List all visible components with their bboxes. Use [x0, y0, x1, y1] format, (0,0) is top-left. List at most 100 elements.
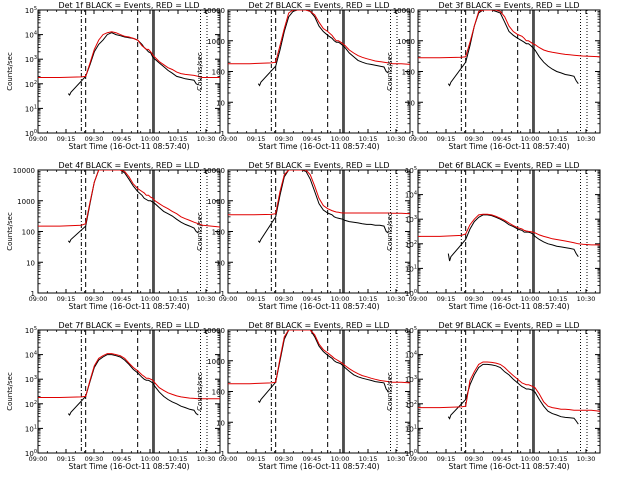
- series-line-events: [67, 170, 199, 244]
- x-axis-label: Start Time (16-Oct-11 08:57:40): [258, 302, 379, 311]
- x-tick-label: 10:15: [359, 295, 378, 303]
- series-line-events: [67, 354, 199, 416]
- y-tick-label: 1000: [17, 198, 35, 206]
- chart-title: Det 5f BLACK = Events, RED = LLD: [248, 161, 389, 170]
- series-line-events: [447, 363, 579, 425]
- y-tick-label: 102: [405, 240, 417, 249]
- x-axis-label: Start Time (16-Oct-11 08:57:40): [258, 142, 379, 151]
- plot-frame: [227, 169, 411, 294]
- chart-title: Det 8f BLACK = Events, RED = LLD: [248, 321, 389, 330]
- x-tick-label: 09:15: [437, 295, 456, 303]
- series-line-lld: [418, 10, 600, 59]
- y-tick-label: 104: [405, 351, 417, 360]
- series-line-lld: [38, 353, 220, 400]
- x-tick-label: 09:45: [303, 135, 322, 143]
- y-tick-label: 101: [405, 264, 417, 273]
- y-tick-label: 103: [405, 375, 417, 384]
- x-tick-label: 10:15: [549, 135, 568, 143]
- x-tick-label: 09:00: [29, 455, 48, 463]
- plot-frame: [227, 329, 411, 454]
- chart-title: Det 2f BLACK = Events, RED = LLD: [248, 1, 389, 10]
- series-line-lld: [228, 170, 410, 216]
- y-tick-label: 1: [221, 130, 225, 138]
- plot-frame: [37, 329, 221, 454]
- chart-panel-9: Det 9f BLACK = Events, RED = LLD Counts/s…: [386, 321, 601, 471]
- x-tick-label: 09:00: [219, 295, 238, 303]
- x-tick-label: 10:00: [141, 295, 160, 303]
- y-tick-label: 102: [25, 400, 37, 409]
- x-tick-label: 10:15: [549, 295, 568, 303]
- x-tick-label: 10:30: [197, 455, 216, 463]
- y-tick-label: 1: [31, 290, 35, 298]
- x-tick-label: 09:15: [57, 455, 76, 463]
- y-tick-label: 100: [402, 69, 415, 77]
- y-tick-label: 100: [405, 289, 417, 298]
- series-line-events: [67, 32, 199, 96]
- series-line-lld: [38, 170, 220, 228]
- x-tick-label: 09:15: [247, 455, 266, 463]
- x-tick-label: 10:15: [549, 455, 568, 463]
- y-axis-label: Counts/sec: [6, 52, 14, 91]
- x-tick-label: 09:15: [57, 135, 76, 143]
- y-axis-label: Counts/sec: [386, 52, 394, 91]
- y-tick-label: 101: [25, 424, 37, 433]
- x-axis-label: Start Time (16-Oct-11 08:57:40): [448, 462, 569, 471]
- x-tick-label: 09:30: [275, 135, 294, 143]
- y-tick-label: 10: [216, 99, 225, 107]
- series-line-lld: [228, 330, 410, 385]
- x-axis-label: Start Time (16-Oct-11 08:57:40): [448, 302, 569, 311]
- y-tick-label: 100: [212, 69, 225, 77]
- x-tick-label: 09:00: [409, 135, 428, 143]
- y-tick-label: 101: [25, 104, 37, 113]
- x-tick-label: 10:00: [141, 135, 160, 143]
- chart-panel-1: Det 1f BLACK = Events, RED = LLD Counts/s…: [6, 1, 221, 151]
- series-line-events: [257, 10, 389, 87]
- chart-title: Det 4f BLACK = Events, RED = LLD: [58, 161, 199, 170]
- x-tick-label: 10:00: [521, 135, 540, 143]
- x-tick-label: 09:00: [29, 135, 48, 143]
- y-tick-label: 10: [406, 99, 415, 107]
- plot-frame: [417, 169, 601, 294]
- x-tick-label: 09:30: [85, 455, 104, 463]
- y-tick-label: 102: [25, 80, 37, 89]
- x-tick-label: 09:45: [113, 135, 132, 143]
- x-tick-label: 09:00: [219, 135, 238, 143]
- series-line-lld: [38, 31, 220, 78]
- y-tick-label: 10000: [13, 167, 35, 175]
- x-tick-label: 09:45: [113, 295, 132, 303]
- x-tick-label: 10:30: [577, 135, 596, 143]
- x-tick-label: 10:00: [331, 455, 350, 463]
- x-tick-label: 10:30: [577, 295, 596, 303]
- chart-title: Det 1f BLACK = Events, RED = LLD: [58, 1, 199, 10]
- y-tick-label: 1: [411, 130, 415, 138]
- y-tick-label: 104: [405, 191, 417, 200]
- y-tick-label: 105: [25, 6, 37, 15]
- x-tick-label: 10:15: [169, 455, 188, 463]
- chart-panel-3: Det 3f BLACK = Events, RED = LLD Counts/s…: [386, 1, 601, 151]
- y-tick-label: 1000: [397, 38, 415, 46]
- y-tick-label: 1: [221, 450, 225, 458]
- x-tick-label: 09:00: [409, 455, 428, 463]
- chart-title: Det 6f BLACK = Events, RED = LLD: [438, 161, 579, 170]
- chart-panel-5: Det 5f BLACK = Events, RED = LLD Counts/s…: [196, 161, 411, 311]
- y-axis-label: Counts/sec: [6, 212, 14, 251]
- x-axis-label: Start Time (16-Oct-11 08:57:40): [258, 462, 379, 471]
- y-axis-label: Counts/sec: [196, 52, 204, 91]
- series-line-events: [257, 330, 389, 404]
- x-tick-label: 10:15: [359, 135, 378, 143]
- x-tick-label: 10:15: [169, 295, 188, 303]
- y-axis-label: Counts/sec: [196, 212, 204, 251]
- x-tick-label: 10:00: [521, 295, 540, 303]
- x-tick-label: 09:00: [219, 455, 238, 463]
- x-tick-label: 09:45: [303, 455, 322, 463]
- x-tick-label: 09:15: [57, 295, 76, 303]
- y-tick-label: 100: [22, 229, 35, 237]
- x-tick-label: 09:30: [85, 295, 104, 303]
- chart-panel-6: Det 6f BLACK = Events, RED = LLD Counts/s…: [386, 161, 601, 311]
- y-tick-label: 100: [405, 449, 417, 458]
- x-tick-label: 09:00: [29, 295, 48, 303]
- x-tick-label: 09:30: [465, 455, 484, 463]
- x-tick-label: 09:30: [465, 295, 484, 303]
- x-tick-label: 10:15: [359, 455, 378, 463]
